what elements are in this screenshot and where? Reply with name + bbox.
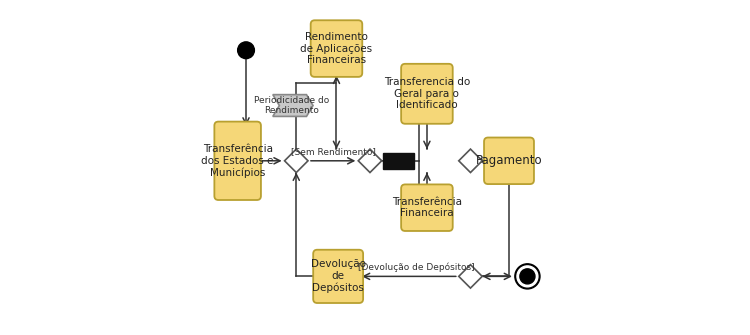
FancyBboxPatch shape — [310, 20, 362, 77]
Circle shape — [238, 42, 254, 59]
Circle shape — [520, 269, 535, 284]
Polygon shape — [273, 95, 313, 117]
FancyBboxPatch shape — [484, 137, 534, 184]
FancyBboxPatch shape — [401, 64, 453, 124]
Polygon shape — [459, 149, 482, 173]
FancyBboxPatch shape — [383, 153, 413, 169]
Text: Rendimento
de Aplicações
Financeiras: Rendimento de Aplicações Financeiras — [301, 32, 373, 65]
Polygon shape — [284, 149, 308, 173]
Text: Pagamento: Pagamento — [476, 154, 542, 167]
Text: [Devolução de Depósitos]: [Devolução de Depósitos] — [358, 263, 474, 272]
Text: Transferência
Financeira: Transferência Financeira — [392, 197, 462, 218]
Circle shape — [517, 266, 538, 287]
Polygon shape — [459, 265, 482, 288]
FancyBboxPatch shape — [401, 184, 453, 231]
Text: Periodicidade do
Rendimento: Periodicidade do Rendimento — [254, 96, 329, 115]
Circle shape — [514, 264, 540, 289]
FancyBboxPatch shape — [214, 122, 261, 200]
Text: Transferencia do
Geral para o
Identificado: Transferencia do Geral para o Identifica… — [384, 77, 470, 111]
FancyBboxPatch shape — [314, 250, 363, 303]
Text: Transferência
dos Estados e
Municípios: Transferência dos Estados e Municípios — [202, 144, 274, 178]
Polygon shape — [358, 149, 382, 173]
Text: [Sem Rendimento]: [Sem Rendimento] — [291, 147, 376, 156]
Text: Devolução
de
Depósitos: Devolução de Depósitos — [310, 260, 366, 293]
